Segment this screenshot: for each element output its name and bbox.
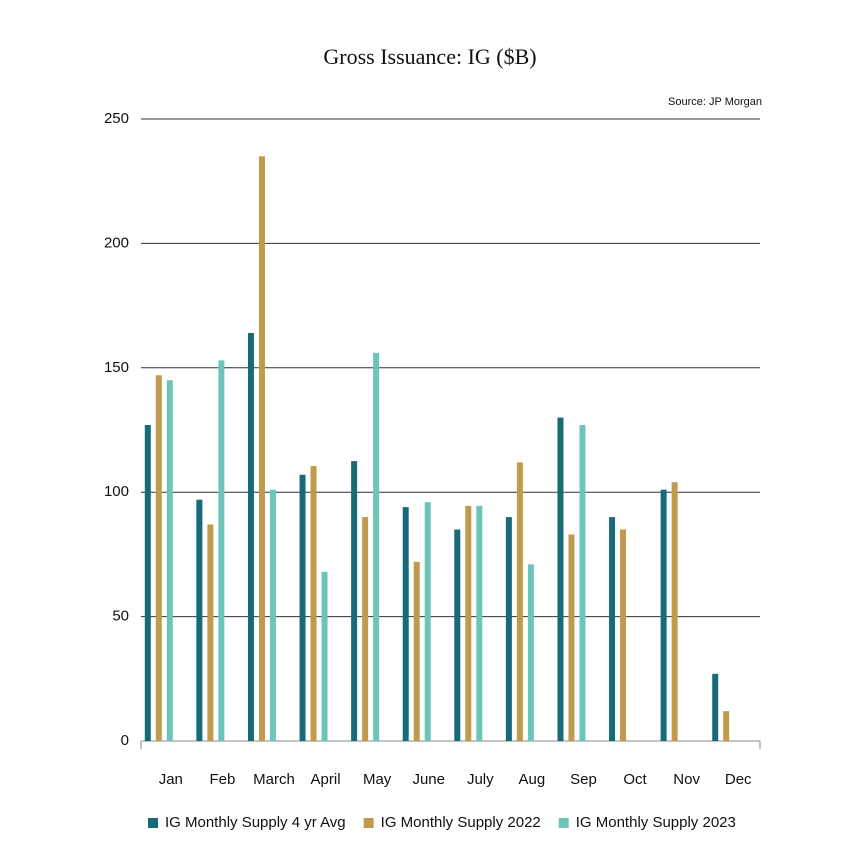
- bar: [155, 375, 162, 741]
- y-tick-label: 0: [121, 732, 129, 749]
- bar: [299, 474, 306, 741]
- y-tick-label: 50: [112, 608, 129, 625]
- bar: [247, 332, 254, 741]
- bar: [166, 380, 173, 741]
- bar: [402, 507, 409, 741]
- bar: [207, 524, 214, 741]
- y-tick-label: 100: [104, 483, 129, 500]
- bar: [476, 505, 483, 741]
- bar: [516, 462, 523, 741]
- bar: [579, 425, 586, 741]
- y-tick-label: 200: [104, 234, 129, 251]
- legend-label: IG Monthly Supply 2023: [576, 814, 736, 831]
- x-tick-label: March: [253, 771, 295, 788]
- bar: [454, 529, 461, 741]
- x-tick-label: May: [363, 771, 392, 788]
- x-tick-label: Oct: [623, 771, 647, 788]
- bar: [269, 489, 276, 741]
- bar: [144, 425, 151, 741]
- x-tick-label: June: [412, 771, 445, 788]
- x-tick-label: Sep: [570, 771, 597, 788]
- source-note: Source: JP Morgan: [668, 96, 762, 108]
- legend-label: IG Monthly Supply 2022: [381, 814, 541, 831]
- bar: [310, 466, 317, 741]
- x-tick-label: Dec: [725, 771, 752, 788]
- x-tick-label: Aug: [519, 771, 546, 788]
- bar: [196, 499, 203, 741]
- legend-swatch: [558, 818, 569, 828]
- bar: [527, 564, 534, 741]
- bar: [609, 517, 616, 741]
- x-tick-label: Feb: [209, 771, 235, 788]
- bar: [351, 461, 358, 741]
- bar: [321, 571, 328, 741]
- bar: [424, 502, 431, 741]
- bar: [362, 517, 369, 741]
- bar: [218, 360, 225, 741]
- x-tick-label: Jan: [159, 771, 183, 788]
- bar: [373, 352, 380, 741]
- y-tick-label: 150: [104, 359, 129, 376]
- bar: [557, 417, 564, 741]
- bar: [620, 529, 627, 741]
- bar: [413, 561, 420, 741]
- legend-swatch: [148, 818, 158, 828]
- bar: [465, 505, 472, 741]
- bar: [723, 711, 730, 741]
- y-tick-label: 250: [104, 110, 129, 127]
- bar: [505, 517, 512, 741]
- x-tick-label: July: [467, 771, 494, 788]
- x-tick-label: April: [311, 771, 341, 788]
- bar: [712, 673, 719, 741]
- bar: [660, 489, 667, 741]
- bar: [568, 534, 575, 741]
- bar: [671, 482, 678, 741]
- x-tick-label: Nov: [673, 771, 700, 788]
- bar: [258, 156, 265, 741]
- chart-title: Gross Issuance: IG ($B): [323, 44, 536, 69]
- legend-label: IG Monthly Supply 4 yr Avg: [165, 814, 346, 831]
- legend-swatch: [363, 818, 374, 828]
